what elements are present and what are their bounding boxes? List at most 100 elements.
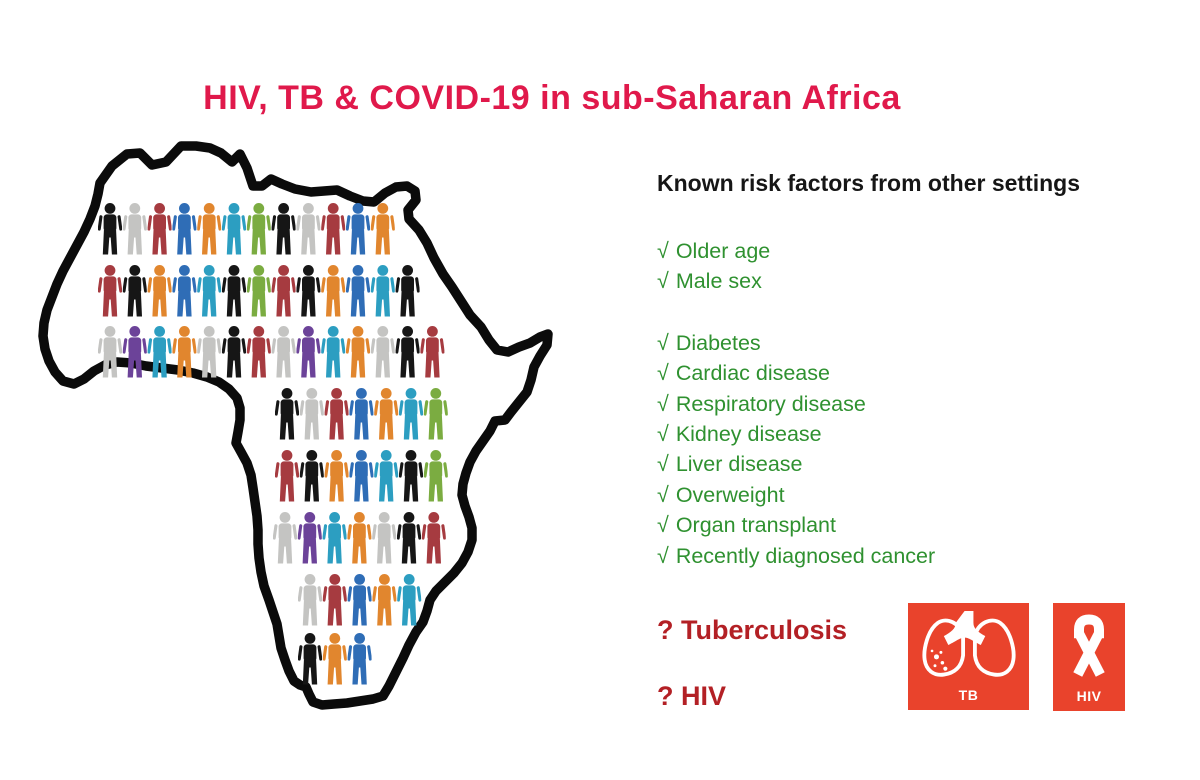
ribbon-icon xyxy=(1073,614,1105,677)
check-icon: √ xyxy=(657,239,669,263)
person-icon xyxy=(172,203,197,255)
person-icon xyxy=(197,326,222,378)
risk-factor-item: √ Male sex xyxy=(657,269,762,294)
hiv-badge: HIV xyxy=(1053,603,1125,711)
person-icon xyxy=(370,326,395,378)
person-icon xyxy=(275,388,299,440)
person-icon xyxy=(322,512,347,564)
check-icon: √ xyxy=(657,330,669,355)
risk-factor-item: √ Respiratory disease xyxy=(657,391,866,416)
person-icon xyxy=(296,326,321,378)
person-icon xyxy=(246,265,271,317)
person-icon xyxy=(420,326,445,378)
person-icon xyxy=(222,265,246,317)
hiv-badge-label: HIV xyxy=(1076,688,1102,704)
person-icon xyxy=(271,203,296,255)
check-icon: √ xyxy=(657,269,669,294)
risk-panel: Known risk factors from other settings √… xyxy=(657,170,1177,602)
person-icon xyxy=(298,633,322,685)
person-icon xyxy=(399,450,423,502)
risk-panel-heading: Known risk factors from other settings xyxy=(657,170,1081,196)
person-icon xyxy=(397,512,421,564)
person-icon xyxy=(322,574,347,626)
check-icon: √ xyxy=(657,513,669,538)
person-icon xyxy=(370,265,395,317)
person-icon xyxy=(246,326,271,378)
person-icon xyxy=(296,203,321,255)
page-title: HIV, TB & COVID-19 in sub-Saharan Africa xyxy=(203,79,901,117)
check-icon: √ xyxy=(657,543,669,568)
person-icon xyxy=(347,574,372,626)
question-item: ? HIV xyxy=(657,681,727,711)
lungs-icon xyxy=(921,611,1016,677)
person-icon xyxy=(421,512,446,564)
check-icon: √ xyxy=(657,391,669,416)
person-icon xyxy=(197,265,222,317)
person-icon xyxy=(172,265,197,317)
person-icon xyxy=(346,265,370,317)
person-icon xyxy=(296,265,321,317)
person-icon xyxy=(222,326,246,378)
person-icon xyxy=(298,574,322,626)
person-icon xyxy=(347,633,372,685)
person-icon xyxy=(349,450,374,502)
person-icon xyxy=(395,265,420,317)
person-icon xyxy=(246,203,271,255)
person-icon xyxy=(397,574,422,626)
person-icon xyxy=(299,450,324,502)
africa-map xyxy=(38,141,553,710)
person-icon xyxy=(271,265,296,317)
person-icon xyxy=(423,388,448,440)
person-icon xyxy=(321,203,346,255)
person-icon xyxy=(222,203,246,255)
person-icon xyxy=(346,326,370,378)
person-icon xyxy=(372,574,397,626)
person-icon xyxy=(324,450,349,502)
risk-factor-item: √ Overweight xyxy=(657,482,785,507)
risk-factor-item: √ Older age xyxy=(657,239,771,263)
person-icon xyxy=(374,388,399,440)
person-icon xyxy=(299,388,324,440)
tb-badge-label: TB xyxy=(958,687,979,703)
person-icon xyxy=(197,203,222,255)
person-icon xyxy=(271,326,296,378)
person-icon xyxy=(321,326,346,378)
risk-factor-item: √ Kidney disease xyxy=(657,422,822,447)
person-icon xyxy=(321,265,346,317)
check-icon: √ xyxy=(657,422,669,447)
person-icon xyxy=(98,203,122,255)
person-icon xyxy=(322,633,347,685)
risk-factor-group: √ Diabetes √ Cardiac disease √ Respiratory di… xyxy=(657,328,1177,571)
person-icon xyxy=(399,388,423,440)
person-icon xyxy=(275,450,299,502)
check-icon: √ xyxy=(657,452,669,477)
person-icon xyxy=(372,512,397,564)
risk-factor-item: √ Diabetes xyxy=(657,330,761,355)
person-icon xyxy=(349,388,374,440)
person-icon xyxy=(324,388,349,440)
person-icon xyxy=(273,512,297,564)
risk-factor-group: √ Older age √ Male sex xyxy=(657,236,1177,297)
check-icon: √ xyxy=(657,361,669,386)
open-questions: ? Tuberculosis ? HIV xyxy=(657,615,847,747)
risk-factor-list: √ Older age √ Male sex √ Diabetes √ Cardiac dis… xyxy=(657,236,1177,571)
person-icon xyxy=(370,203,395,255)
person-icon xyxy=(98,265,122,317)
person-icon xyxy=(374,450,399,502)
check-icon: √ xyxy=(657,482,669,507)
person-icon xyxy=(147,203,172,255)
risk-factor-item: √ Cardiac disease xyxy=(657,361,830,386)
person-icon xyxy=(122,265,147,317)
risk-factor-item: √ Recently diagnosed cancer xyxy=(657,543,936,568)
person-icon xyxy=(423,450,448,502)
risk-factor-item: √ Organ transplant xyxy=(657,513,836,538)
risk-factor-item: √ Liver disease xyxy=(657,452,803,477)
person-icon xyxy=(147,265,172,317)
person-icon xyxy=(297,512,322,564)
person-icon xyxy=(347,512,372,564)
person-icon xyxy=(122,203,147,255)
tb-badge: TB xyxy=(908,603,1029,710)
person-icon xyxy=(395,326,420,378)
question-item: ? Tuberculosis xyxy=(657,615,848,645)
